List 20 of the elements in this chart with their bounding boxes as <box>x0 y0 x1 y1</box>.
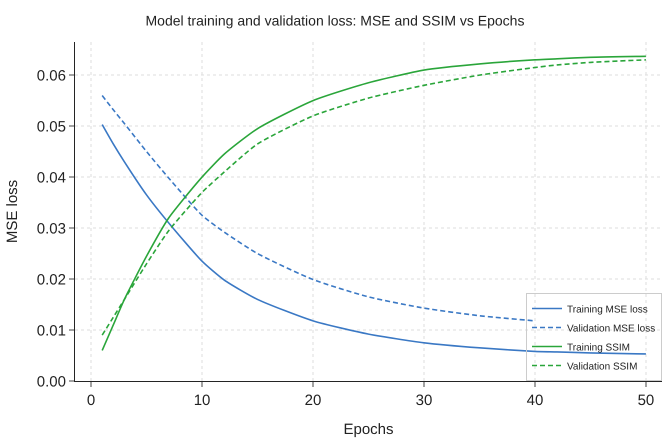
legend-label: Validation MSE loss <box>567 323 656 334</box>
y-tick-label: 0.06 <box>36 67 66 84</box>
x-tick-label: 20 <box>304 392 322 409</box>
legend-label: Training MSE loss <box>567 304 648 316</box>
x-tick-label: 30 <box>416 392 432 409</box>
y-tick-label: 0.00 <box>36 373 66 390</box>
y-tick-label: 0.05 <box>36 118 66 136</box>
x-tick-label: 10 <box>194 392 210 409</box>
x-axis-title: Epochs <box>343 421 394 438</box>
y-tick-label: 0.02 <box>36 271 66 288</box>
legend-label: Training SSIM <box>567 342 630 354</box>
y-tick-label: 0.03 <box>36 220 66 238</box>
x-tick-label: 50 <box>638 392 654 409</box>
y-tick-label: 0.04 <box>36 169 66 186</box>
y-tick-label: 0.01 <box>36 322 66 340</box>
x-tick-label: 40 <box>526 392 544 409</box>
legend-label: Validation SSIM <box>567 361 638 372</box>
x-tick-label: 0 <box>86 392 96 409</box>
y-axis-title: MSE loss <box>4 180 22 244</box>
chart-title: Model training and validation loss: MSE and SSIM vs Epochs <box>146 12 524 28</box>
